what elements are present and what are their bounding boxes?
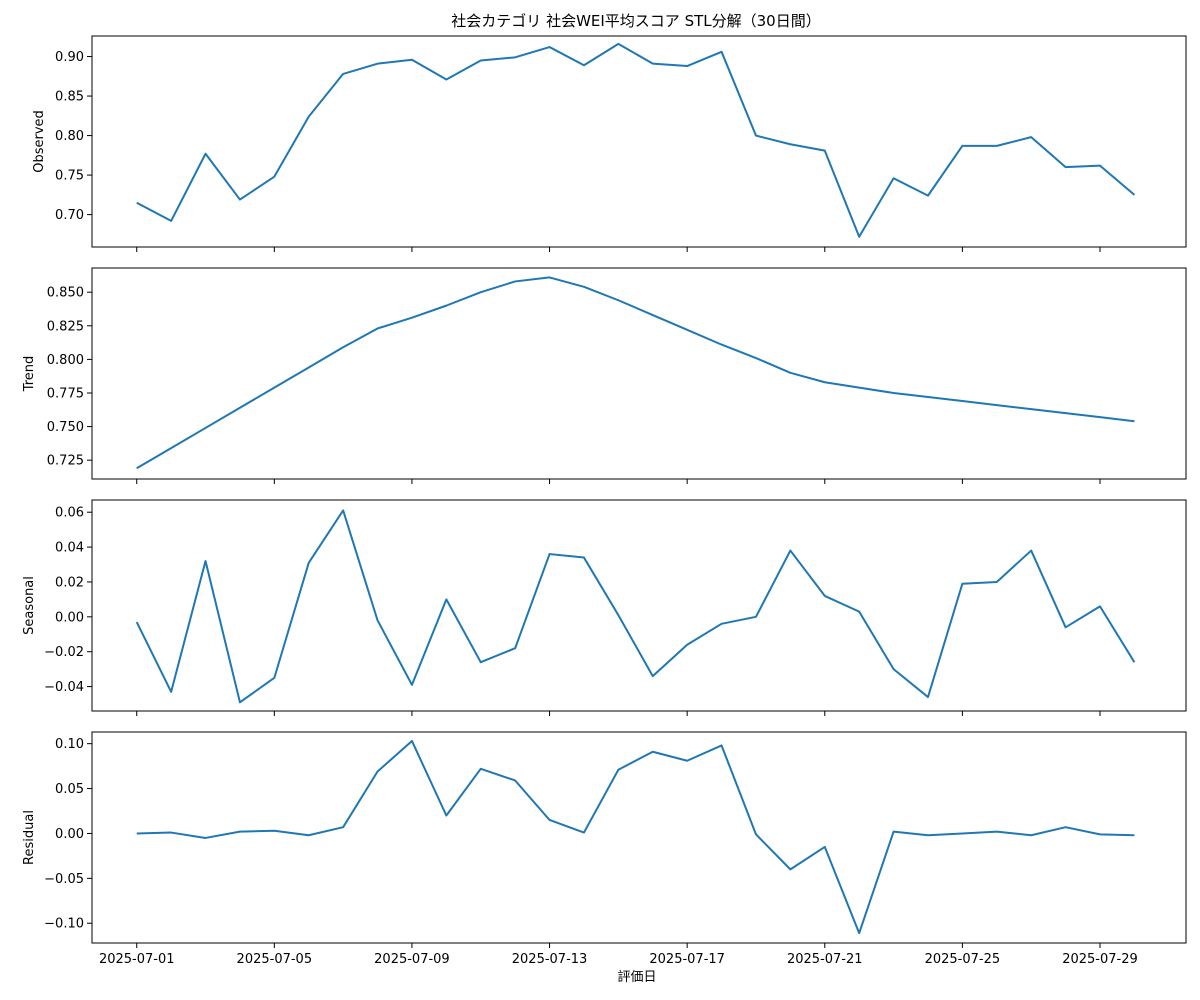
- y-tick-label: −0.04: [44, 680, 84, 695]
- y-tick-label: 0.75: [55, 169, 84, 184]
- panels-group: 0.700.750.800.850.90Observed0.7250.7500.…: [22, 35, 1187, 967]
- y-tick-label: 0.00: [55, 827, 84, 842]
- y-tick-label: 0.02: [55, 575, 84, 590]
- y-tick-label: 0.04: [55, 541, 84, 556]
- y-tick-label: 0.850: [47, 286, 84, 301]
- y-tick-label: −0.10: [44, 917, 84, 932]
- y-tick-label: 0.725: [47, 454, 84, 469]
- y-tick-label: 0.70: [55, 208, 84, 223]
- panel-residual: −0.10 −0.05 0.00 0.05 0.10 Residual: [22, 731, 1187, 948]
- x-tick-label: 2025-07-25: [925, 952, 1001, 967]
- y-tick-label: 0.00: [55, 610, 84, 625]
- panel-frame: [91, 731, 1187, 944]
- y-tick-label: 0.05: [55, 782, 84, 797]
- x-tick-label: 2025-07-29: [1062, 952, 1138, 967]
- y-tick-label: 0.06: [55, 506, 84, 521]
- y-tick-label: 0.750: [47, 420, 84, 435]
- y-axis-label: Trend: [22, 356, 37, 393]
- y-tick-label: 0.85: [55, 90, 84, 105]
- y-tick-label: 0.800: [47, 353, 84, 368]
- x-tick-label: 2025-07-13: [512, 952, 588, 967]
- series-line-trend: [136, 276, 1135, 470]
- x-tick-label: 2025-07-01: [99, 952, 175, 967]
- panel-frame: [91, 267, 1187, 480]
- y-axis-label: Residual: [22, 810, 37, 865]
- series-line-observed: [136, 42, 1136, 238]
- panel-seasonal: −0.04 −0.02 0.00 0.02 0.04 0.06 Seasonal: [22, 499, 1187, 716]
- y-tick-label: 0.80: [55, 129, 84, 144]
- y-tick-label: 0.10: [55, 737, 84, 752]
- series-line-seasonal: [135, 509, 1136, 704]
- panel-frame: [91, 35, 1187, 248]
- y-axis-label: Seasonal: [22, 576, 37, 635]
- y-tick-label: 0.825: [47, 319, 84, 334]
- x-tick-label: 2025-07-17: [649, 952, 725, 967]
- x-tick-label: 2025-07-09: [374, 952, 450, 967]
- y-tick-label: −0.02: [44, 645, 84, 660]
- y-axis-label: Observed: [32, 110, 47, 173]
- x-tick-label: 2025-07-05: [237, 952, 313, 967]
- x-tick-label: 2025-07-21: [787, 952, 863, 967]
- panel-trend: 0.725 0.750 0.775 0.800 0.825 0.850 Trend: [22, 267, 1187, 484]
- y-tick-label: 0.775: [47, 386, 84, 401]
- y-tick-label: −0.05: [44, 872, 84, 887]
- panel-frame: [91, 499, 1187, 712]
- y-tick-label: 0.90: [55, 50, 84, 65]
- x-axis-label: 評価日: [617, 970, 656, 985]
- series-line-residual: [136, 739, 1135, 935]
- panel-observed: 0.70 0.75 0.80 0.85 0.90 Observed: [32, 35, 1187, 252]
- chart-title: 社会カテゴリ 社会WEI平均スコア STL分解（30日間）: [451, 12, 820, 30]
